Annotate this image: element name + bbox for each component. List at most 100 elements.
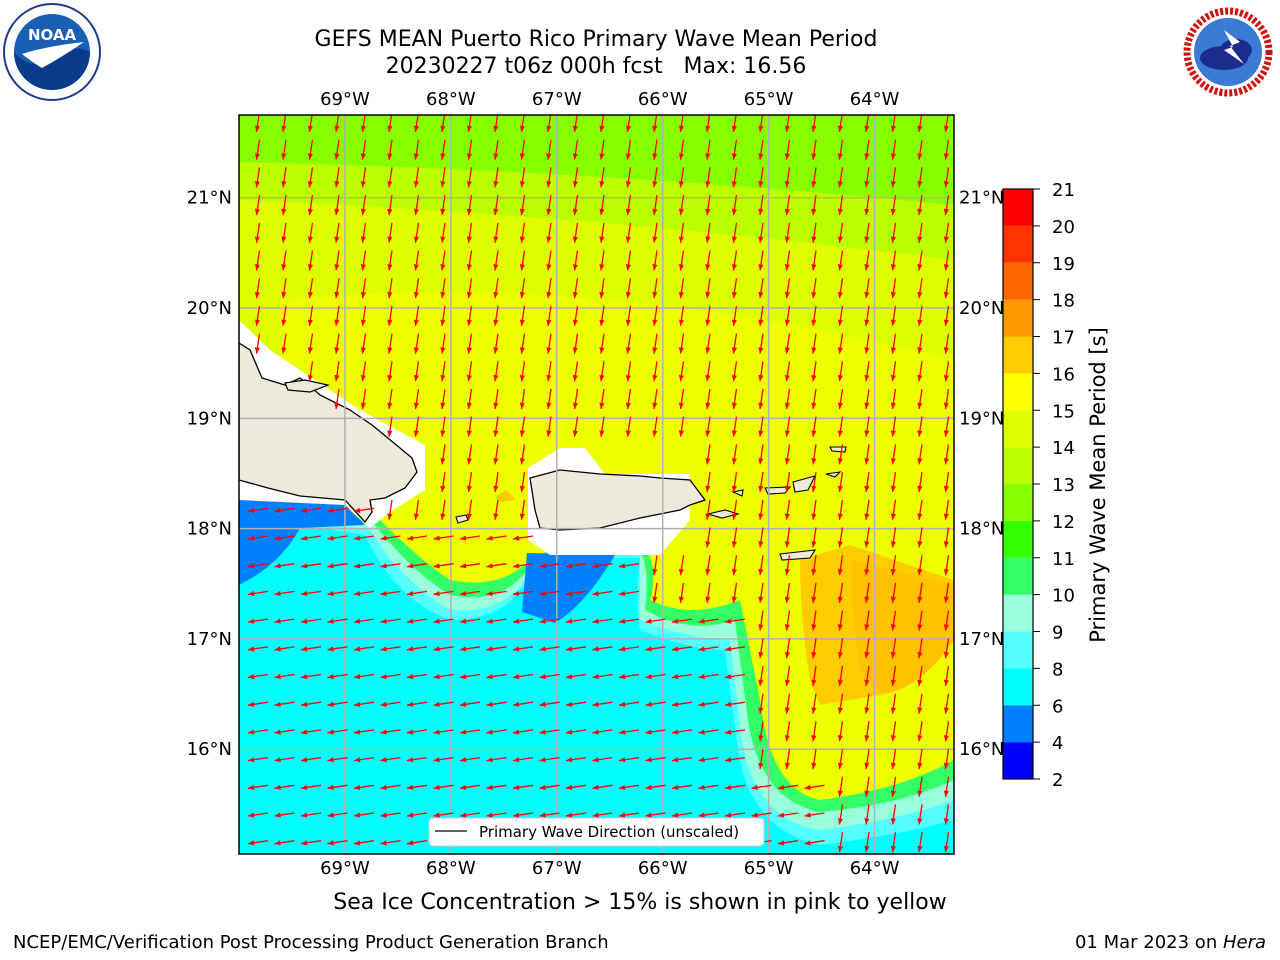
wave-arrow-head: [433, 646, 440, 652]
wave-arrow-head: [725, 674, 732, 680]
wave-arrow-head: [486, 674, 493, 680]
wave-arrow-head: [890, 679, 896, 686]
wave-arrow-head: [758, 402, 764, 409]
wave-arrow-head: [513, 590, 520, 597]
wave-arrow-head: [811, 596, 817, 603]
wave-arrow-head: [493, 347, 499, 354]
wave-arrow-head: [519, 319, 525, 326]
wave-arrow-head: [360, 125, 366, 132]
colorbar-segment: [1003, 594, 1033, 632]
wave-arrow-head: [519, 430, 525, 437]
wave-arrow-head: [758, 762, 764, 770]
wave-arrow-head: [539, 701, 546, 707]
wave-arrow-head: [592, 590, 599, 597]
wave-arrow-head: [811, 513, 817, 520]
wave-arrow-head: [943, 541, 949, 548]
wave-arrow-head: [380, 729, 387, 735]
colorbar-tick-label: 11: [1052, 549, 1075, 570]
wave-arrow-head: [645, 784, 652, 790]
wave-arrow-head: [387, 402, 393, 409]
wave-arrow-head: [307, 153, 313, 160]
colorbar-segment: [1003, 484, 1033, 521]
wave-arrow-head: [943, 402, 949, 409]
wave-arrow-head: [652, 319, 658, 326]
wave-arrow-head: [917, 735, 923, 742]
wave-arrow-head: [811, 125, 817, 132]
wave-arrow-head: [519, 236, 525, 243]
wave-arrow-head: [592, 646, 599, 652]
wave-arrow-head: [546, 264, 552, 271]
wave-arrow-head: [784, 153, 790, 160]
wave-arrow-head: [380, 812, 387, 818]
wave-arrow-head: [672, 618, 679, 624]
wave-arrow-head: [387, 513, 393, 520]
wave-arrow-head: [307, 347, 313, 354]
wave-arrow-head: [811, 485, 817, 493]
wave-arrow-head: [248, 563, 255, 569]
colorbar-segment: [1003, 410, 1033, 448]
wave-arrow-head: [440, 402, 446, 409]
wave-arrow-head: [837, 818, 843, 825]
wave-arrow-head: [652, 208, 658, 216]
wave-arrow-head: [705, 374, 711, 382]
wave-arrow-head: [592, 812, 599, 818]
wave-arrow-head: [705, 153, 711, 160]
wave-arrow-head: [837, 790, 843, 797]
wave-arrow-head: [301, 840, 308, 846]
colorbar-segment: [1003, 299, 1033, 337]
wave-arrow-head: [460, 701, 467, 707]
wave-arrow-head: [466, 291, 472, 299]
wave-arrow-head: [678, 430, 684, 437]
wave-arrow-head: [890, 568, 896, 576]
wave-arrow-head: [619, 563, 626, 569]
land-virgin-gorda: [825, 471, 842, 478]
wave-arrow-head: [248, 590, 255, 597]
wave-arrow-head: [652, 291, 658, 299]
colorbar-segment: [1003, 705, 1033, 743]
colorbar-segment: [1003, 225, 1033, 263]
wave-arrow-head: [943, 208, 949, 216]
wave-arrow-head: [698, 729, 705, 735]
wave-arrow-head: [890, 624, 896, 631]
wave-arrow-head: [811, 568, 817, 576]
wave-arrow-head: [784, 541, 790, 548]
wave-arrow-head: [572, 181, 578, 188]
wave-arrow-head: [672, 812, 679, 818]
wave-arrow-head: [354, 812, 361, 818]
colorbar-tick-label: 8: [1052, 659, 1063, 680]
wave-arrow-head: [758, 153, 764, 160]
wave-arrow-head: [513, 674, 520, 680]
wave-arrow-head: [890, 319, 896, 326]
wave-arrow-head: [407, 840, 414, 846]
wave-arrow-head: [652, 430, 658, 437]
wave-arrow-head: [645, 674, 652, 680]
wave-arrow-head: [407, 590, 414, 597]
land-culebra: [731, 489, 744, 497]
wave-arrow-head: [811, 762, 817, 770]
wave-arrow-head: [413, 236, 419, 243]
wave-arrow-head: [678, 402, 684, 409]
wave-arrow-head: [519, 347, 525, 354]
wave-arrow-head: [652, 596, 658, 603]
wave-arrow-head: [917, 319, 923, 326]
wave-arrow-head: [917, 208, 923, 216]
wave-arrow-head: [460, 646, 467, 652]
wave-arrow-head: [274, 563, 281, 569]
wave-arrow-head: [943, 735, 949, 742]
wave-arrow-head: [864, 513, 870, 520]
wave-arrow-head: [725, 701, 732, 707]
wave-arrow-head: [387, 430, 393, 437]
wave-arrow-head: [254, 208, 260, 216]
wave-arrow-head: [678, 568, 684, 576]
wave-arrow-head: [890, 485, 896, 493]
latitude-labels: 21°N 21°N 20°N 20°N 19°N 19°N 18°N 18°N 17°N 17°N…: [187, 188, 1005, 760]
wave-arrow-head: [678, 236, 684, 243]
wave-arrow-head: [301, 646, 308, 652]
wave-arrow-head: [493, 236, 499, 243]
wave-arrow-head: [354, 590, 361, 597]
wave-arrow-head: [460, 563, 467, 569]
wave-arrow-head: [811, 291, 817, 299]
lat-label-right: 18°N: [959, 519, 1004, 540]
wave-arrow-head: [890, 596, 896, 603]
